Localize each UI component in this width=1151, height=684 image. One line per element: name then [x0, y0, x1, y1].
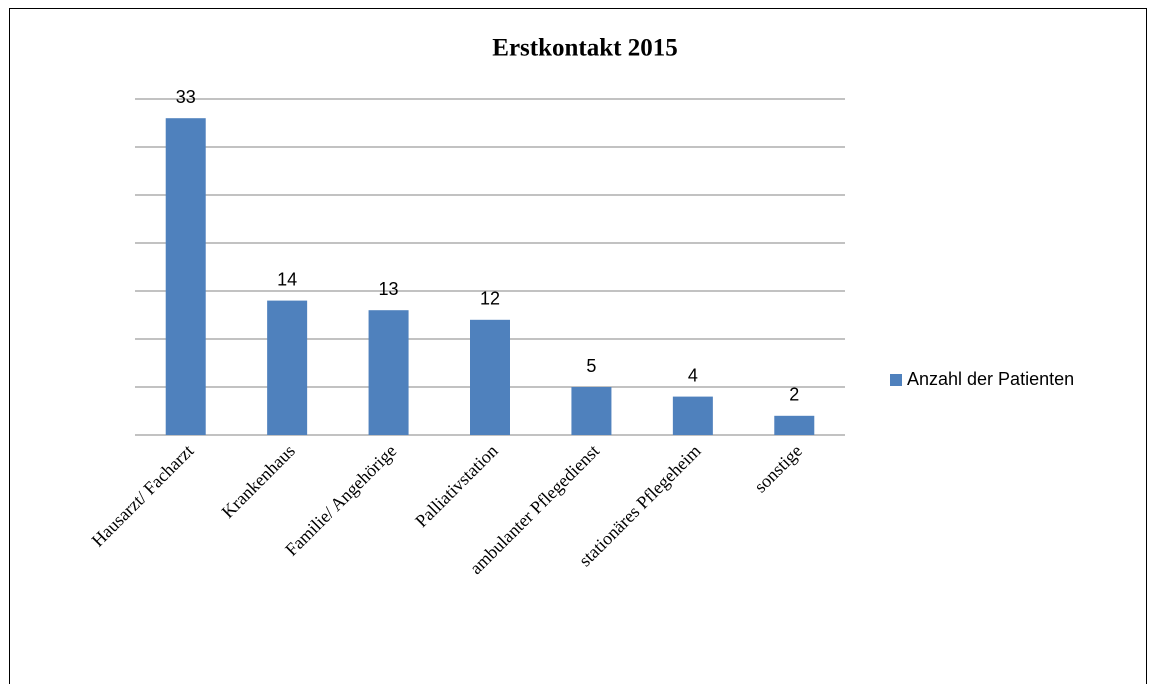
x-tick-label: Hausarzt/ Facharzt: [88, 441, 198, 551]
bar: [165, 118, 206, 435]
bar: [368, 310, 409, 435]
x-tick-label: Familie/ Angehörige: [281, 441, 400, 560]
bar: [470, 319, 510, 435]
bar: [267, 300, 308, 435]
data-label: 2: [789, 385, 799, 405]
data-label: 12: [480, 289, 500, 309]
legend-label: Anzahl der Patienten: [907, 369, 1074, 389]
bar: [672, 396, 713, 435]
data-label: 5: [586, 356, 596, 376]
bar: [571, 387, 612, 435]
chart-title: Erstkontakt 2015: [492, 35, 677, 62]
x-tick-label: sonstige: [750, 441, 806, 497]
data-label: 4: [688, 365, 698, 385]
data-label: 14: [277, 269, 297, 289]
data-label: 13: [379, 279, 399, 299]
chart-frame: [9, 8, 1147, 684]
legend-swatch: [890, 374, 902, 386]
bar: [774, 415, 815, 435]
x-tick-label: Krankenhaus: [218, 441, 299, 522]
data-label: 33: [176, 87, 196, 107]
x-tick-label: Palliativstation: [411, 441, 502, 532]
